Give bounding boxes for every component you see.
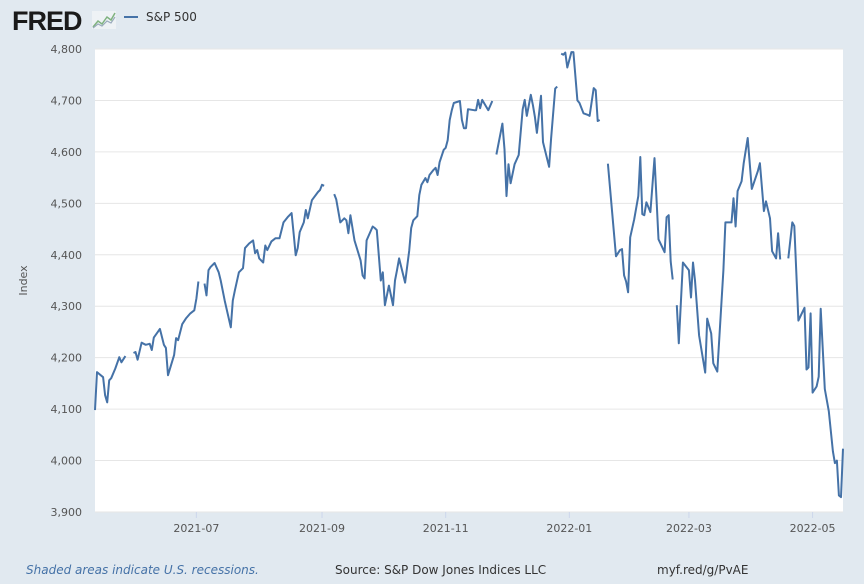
series-line-segment: [560, 51, 601, 122]
x-tick-label: 2021-09: [299, 522, 345, 535]
y-tick-label: 4,700: [51, 94, 83, 107]
legend: S&P 500: [124, 10, 197, 24]
series-line-segment: [94, 355, 127, 411]
series-line-segment: [333, 98, 494, 307]
y-tick-label: 4,200: [51, 352, 83, 365]
y-tick-label: 4,800: [51, 43, 83, 56]
legend-label: S&P 500: [146, 10, 197, 24]
series-line-segment: [675, 137, 782, 374]
y-tick-label: 4,100: [51, 403, 83, 416]
x-tick-label: 2021-07: [173, 522, 219, 535]
series-line-segment: [203, 183, 325, 329]
fred-graph-icon: [92, 11, 116, 29]
y-axis-label: Index: [17, 265, 30, 296]
x-tick-label: 2022-05: [790, 522, 836, 535]
x-tick-label: 2022-03: [666, 522, 712, 535]
fred-logo[interactable]: FRED: [12, 6, 82, 36]
y-tick-label: 4,000: [51, 455, 83, 468]
series-line-segment: [133, 281, 200, 377]
plot-area: [95, 49, 843, 512]
x-tick-label: 2022-01: [546, 522, 592, 535]
series-line-segment: [495, 85, 558, 198]
recession-note: Shaded areas indicate U.S. recessions.: [26, 563, 259, 577]
y-tick-label: 4,600: [51, 146, 83, 159]
short-url-link[interactable]: myf.red/g/PvAE: [657, 563, 749, 577]
y-tick-label: 4,400: [51, 249, 83, 262]
y-tick-label: 4,300: [51, 300, 83, 313]
series-line-segment: [606, 156, 674, 294]
series-line-segment: [787, 221, 844, 499]
x-tick-label: 2021-11: [423, 522, 469, 535]
legend-line-swatch: [124, 16, 138, 18]
y-tick-label: 4,500: [51, 197, 83, 210]
source-text: Source: S&P Dow Jones Indices LLC: [335, 563, 547, 577]
y-tick-label: 3,900: [51, 506, 83, 519]
